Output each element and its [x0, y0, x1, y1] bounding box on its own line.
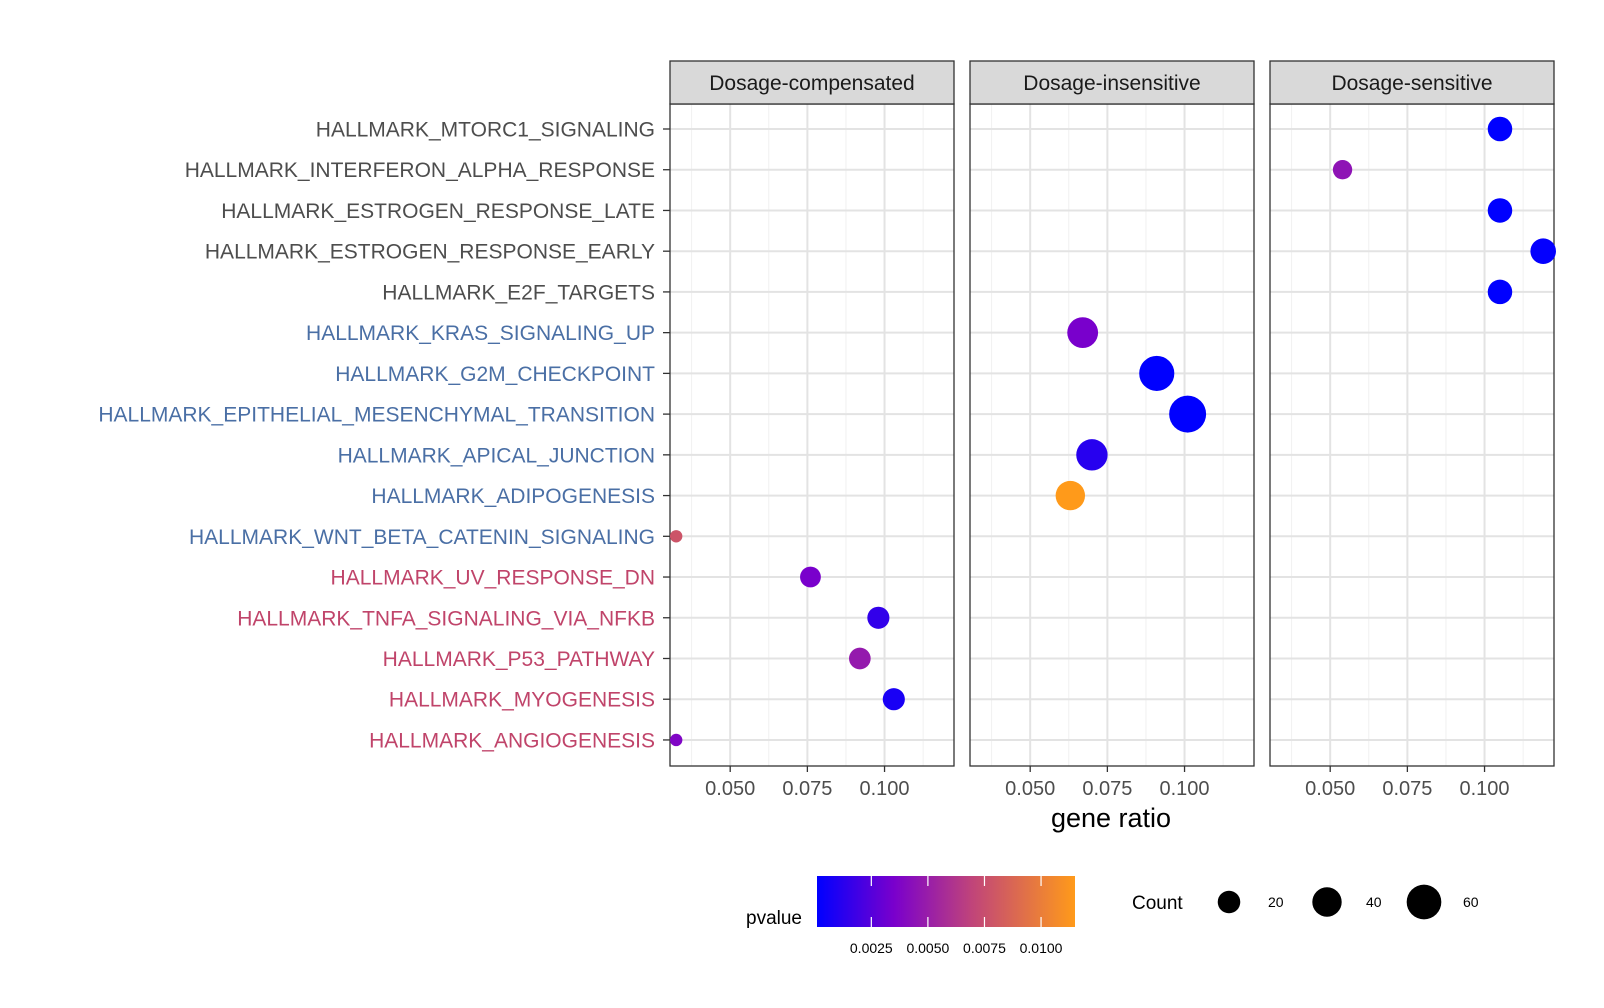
facet-panel: Dosage-sensitive 0.050 0.075 0.100 — [1269, 60, 1555, 800]
x-tick-label: 0.075 — [1082, 778, 1132, 800]
data-point — [1487, 116, 1513, 142]
x-tick-label: 0.050 — [1305, 778, 1355, 800]
y-tick-label: HALLMARK_ESTROGEN_RESPONSE_LATE — [221, 200, 655, 223]
x-axis-title: gene ratio — [1051, 803, 1171, 833]
x-tick-label: 0.075 — [1382, 778, 1432, 800]
size-legend-key — [1312, 887, 1342, 917]
y-tick-label: HALLMARK_UV_RESPONSE_DN — [331, 567, 655, 590]
size-legend-key — [1217, 890, 1241, 914]
color-legend-tick-label: 0.0075 — [963, 940, 1006, 956]
strip-label: Dosage-compensated — [709, 72, 914, 95]
data-point — [669, 733, 683, 747]
strip-label: Dosage-sensitive — [1331, 72, 1492, 95]
y-tick-label: HALLMARK_P53_PATHWAY — [383, 648, 655, 671]
y-tick-label: HALLMARK_MYOGENESIS — [389, 689, 655, 712]
y-tick-label: HALLMARK_INTERFERON_ALPHA_RESPONSE — [185, 159, 655, 182]
data-point — [882, 688, 905, 711]
data-point — [1332, 160, 1353, 180]
color-legend-tick-label: 0.0100 — [1020, 940, 1063, 956]
y-tick-label: HALLMARK_APICAL_JUNCTION — [338, 444, 655, 467]
data-point — [1139, 355, 1175, 391]
facet-panel: Dosage-insensitive 0.050 0.075 0.100 — [969, 60, 1255, 800]
strip-background — [669, 60, 955, 105]
panel-background — [670, 104, 954, 766]
y-tick-label: HALLMARK_ADIPOGENESIS — [371, 485, 655, 508]
size-legend-label: 60 — [1463, 894, 1479, 910]
x-tick-label: 0.075 — [782, 778, 832, 800]
y-axis-labels: HALLMARK_MTORC1_SIGNALING HALLMARK_INTERF… — [98, 119, 670, 752]
strip-background — [969, 60, 1255, 105]
legend: pvalue 0.0025 0.0050 0.0075 0.0100 Count 20 40 6… — [746, 876, 1479, 956]
data-point — [1487, 198, 1513, 223]
x-tick-label: 0.100 — [1460, 778, 1510, 800]
data-point — [1530, 238, 1556, 264]
color-legend-title: pvalue — [746, 908, 802, 929]
data-point — [1169, 395, 1207, 433]
y-tick-label: HALLMARK_G2M_CHECKPOINT — [335, 363, 655, 386]
panel-background — [1270, 104, 1554, 766]
y-tick-label: HALLMARK_WNT_BETA_CATENIN_SIGNALING — [189, 526, 655, 549]
size-legend-title: Count — [1132, 893, 1183, 914]
panel-background — [970, 104, 1254, 766]
y-tick-label: HALLMARK_TNFA_SIGNALING_VIA_NFKB — [237, 607, 655, 630]
data-point — [1055, 480, 1086, 511]
x-tick-label: 0.050 — [705, 778, 755, 800]
data-point — [867, 606, 890, 629]
y-tick-label: HALLMARK_KRAS_SIGNALING_UP — [306, 322, 655, 345]
data-point — [1487, 279, 1513, 305]
data-point — [848, 647, 871, 670]
x-tick-label: 0.050 — [1005, 778, 1055, 800]
y-tick-label: HALLMARK_E2F_TARGETS — [382, 281, 655, 304]
color-legend-bar — [817, 876, 1075, 927]
data-point — [669, 530, 683, 543]
data-point — [1067, 317, 1099, 349]
strip-label: Dosage-insensitive — [1023, 72, 1200, 95]
y-tick-label: HALLMARK_EPITHELIAL_MESENCHYMAL_TRANSITI… — [98, 404, 655, 427]
size-legend-label: 20 — [1268, 894, 1284, 910]
data-point — [1076, 439, 1108, 471]
x-tick-label: 0.100 — [1160, 778, 1210, 800]
y-tick-label: HALLMARK_MTORC1_SIGNALING — [316, 119, 655, 142]
color-legend-tick-label: 0.0025 — [850, 940, 893, 956]
size-legend-key — [1406, 884, 1442, 920]
y-tick-label: HALLMARK_ESTROGEN_RESPONSE_EARLY — [205, 241, 655, 264]
y-tick-label: HALLMARK_ANGIOGENESIS — [369, 729, 655, 752]
strip-background — [1269, 60, 1555, 105]
x-tick-label: 0.100 — [860, 778, 910, 800]
size-legend-label: 40 — [1366, 894, 1382, 910]
facet-panel: Dosage-compensated 0.050 0.075 0.100 — [669, 60, 955, 800]
color-legend-tick-label: 0.0050 — [906, 940, 949, 956]
data-point — [800, 566, 821, 588]
